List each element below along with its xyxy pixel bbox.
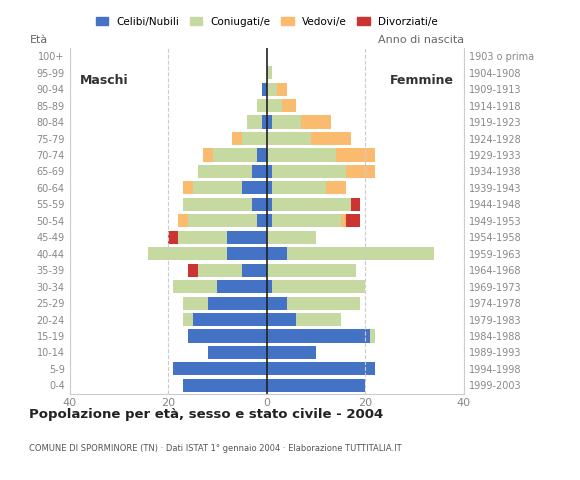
Bar (267, 214, 271, 228)
Bar (227, 247, 267, 260)
Bar (281, 99, 296, 112)
Bar (267, 66, 271, 79)
Text: Femmine: Femmine (390, 74, 454, 87)
Bar (168, 231, 178, 244)
Bar (336, 148, 375, 162)
Bar (267, 313, 296, 326)
Bar (242, 132, 267, 145)
Bar (218, 280, 267, 293)
Bar (350, 198, 360, 211)
Bar (232, 132, 242, 145)
Bar (267, 247, 287, 260)
Bar (271, 181, 326, 194)
Bar (287, 297, 360, 310)
Bar (370, 329, 375, 343)
Bar (277, 83, 287, 96)
Bar (252, 198, 267, 211)
Bar (271, 214, 340, 228)
Bar (183, 313, 193, 326)
Bar (267, 264, 356, 277)
Bar (242, 264, 267, 277)
Legend: Celibi/Nubili, Coniugati/e, Vedovi/e, Divorziati/e: Celibi/Nubili, Coniugati/e, Vedovi/e, Di… (92, 12, 442, 31)
Bar (173, 362, 267, 375)
Bar (267, 99, 281, 112)
Bar (346, 214, 360, 228)
Bar (267, 132, 311, 145)
Bar (267, 329, 370, 343)
Bar (257, 148, 267, 162)
Bar (148, 247, 227, 260)
Bar (301, 116, 331, 129)
Bar (267, 165, 271, 178)
Bar (271, 165, 346, 178)
Bar (267, 198, 271, 211)
Text: Anno di nascita: Anno di nascita (378, 35, 464, 45)
Bar (203, 148, 212, 162)
Bar (183, 198, 252, 211)
Bar (267, 346, 316, 359)
Bar (271, 198, 350, 211)
Bar (267, 231, 316, 244)
Bar (267, 83, 277, 96)
Bar (311, 132, 350, 145)
Text: Età: Età (30, 35, 48, 45)
Bar (198, 264, 242, 277)
Bar (198, 165, 252, 178)
Bar (212, 148, 257, 162)
Text: Maschi: Maschi (79, 74, 128, 87)
Bar (173, 280, 218, 293)
Bar (183, 297, 208, 310)
Bar (178, 231, 227, 244)
Bar (188, 329, 267, 343)
Bar (183, 379, 267, 392)
Bar (267, 297, 287, 310)
Bar (271, 116, 301, 129)
Bar (267, 116, 271, 129)
Bar (178, 214, 188, 228)
Bar (227, 231, 267, 244)
Bar (262, 83, 267, 96)
Bar (287, 247, 434, 260)
Bar (346, 165, 375, 178)
Bar (257, 99, 267, 112)
Bar (267, 148, 336, 162)
Bar (247, 116, 262, 129)
Bar (208, 346, 267, 359)
Bar (267, 362, 375, 375)
Bar (340, 214, 346, 228)
Bar (193, 181, 242, 194)
Bar (296, 313, 340, 326)
Bar (326, 181, 346, 194)
Bar (242, 181, 267, 194)
Bar (267, 280, 271, 293)
Bar (252, 165, 267, 178)
Text: Popolazione per età, sesso e stato civile - 2004: Popolazione per età, sesso e stato civil… (29, 408, 383, 420)
Bar (262, 116, 267, 129)
Bar (267, 379, 365, 392)
Bar (183, 181, 193, 194)
Bar (267, 181, 271, 194)
Text: COMUNE DI SPORMINORE (TN) · Dati ISTAT 1° gennaio 2004 · Elaborazione TUTTITALIA: COMUNE DI SPORMINORE (TN) · Dati ISTAT 1… (29, 444, 401, 453)
Bar (257, 214, 267, 228)
Bar (188, 214, 257, 228)
Bar (188, 264, 198, 277)
Bar (271, 280, 365, 293)
Bar (193, 313, 267, 326)
Bar (208, 297, 267, 310)
